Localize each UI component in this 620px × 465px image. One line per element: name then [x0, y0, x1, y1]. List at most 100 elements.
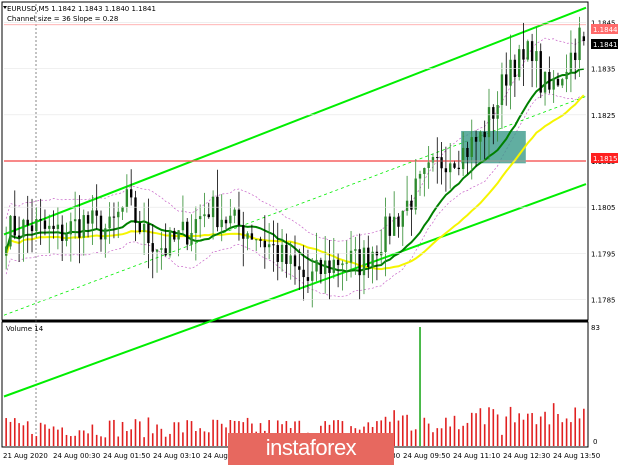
watermark-banner: instaforex — [228, 433, 394, 465]
candle-body — [315, 259, 318, 272]
top-price-tag — [591, 24, 618, 34]
price-tick-label: 1.1835 — [591, 66, 616, 74]
candle-body — [539, 51, 542, 93]
candle-body — [311, 271, 314, 281]
volume-bar — [423, 417, 426, 446]
candle-body — [203, 214, 206, 217]
candle-body — [160, 248, 163, 250]
volume-bar — [475, 413, 477, 446]
volume-bar — [453, 415, 456, 446]
candle-body — [263, 240, 267, 248]
candle-body — [147, 223, 150, 244]
candle-body — [440, 157, 443, 169]
volume-bar — [488, 407, 490, 446]
candle-body — [397, 216, 400, 227]
volume-bar — [583, 408, 585, 446]
candle-body — [500, 74, 504, 106]
candle-body — [418, 173, 422, 179]
volume-zero-label: 0 — [593, 438, 597, 446]
volume-bar — [74, 435, 76, 446]
volume-bar — [539, 416, 542, 446]
price-layer — [3, 6, 587, 398]
candle-body — [332, 259, 335, 273]
volume-bar — [26, 421, 29, 446]
candle-body — [272, 244, 275, 246]
volume-bar — [427, 423, 430, 446]
volume-bar — [445, 417, 447, 446]
volume-bar — [527, 413, 529, 446]
volume-bar — [518, 413, 520, 446]
candle-body — [117, 211, 120, 218]
candle-body — [505, 74, 508, 86]
candle-body — [461, 147, 465, 170]
candle-body — [39, 219, 42, 221]
candle-body — [73, 219, 77, 222]
collapse-arrow-icon[interactable] — [3, 6, 7, 9]
candle-body — [259, 239, 262, 241]
candle-body — [289, 255, 292, 264]
candle-body — [556, 79, 560, 86]
time-tick-label: 24 Aug 00:30 — [53, 452, 100, 460]
candle-body — [470, 137, 473, 157]
volume-bar — [207, 432, 210, 446]
volume-bar — [173, 422, 176, 446]
volume-bar — [548, 424, 551, 446]
volume-bar — [514, 422, 516, 446]
volume-bar — [483, 424, 486, 446]
volume-bar — [147, 417, 150, 446]
candle-body — [431, 157, 435, 163]
candle-body — [522, 49, 525, 60]
candle-body — [479, 131, 482, 142]
candle-body — [190, 232, 193, 245]
volume-bar — [35, 436, 38, 446]
candle-body — [69, 221, 73, 235]
volume-bar — [496, 414, 499, 446]
volume-bar — [87, 433, 89, 446]
candle-body — [138, 222, 141, 233]
candle-body — [341, 263, 344, 266]
volume-bar — [18, 423, 20, 446]
candle-body — [582, 36, 586, 41]
candle-body — [444, 168, 448, 173]
candle-body — [237, 209, 241, 226]
time-tick-label: 24 Aug 03:10 — [153, 452, 200, 460]
candle-body — [401, 210, 404, 227]
volume-bar — [143, 437, 145, 446]
candle-body — [487, 107, 491, 138]
volume-bar — [139, 421, 141, 446]
candle-body — [543, 71, 547, 93]
candle-body — [569, 52, 573, 72]
volume-bar — [61, 427, 63, 446]
candle-body — [423, 168, 426, 174]
volume-bar — [57, 429, 59, 446]
time-tick-label: 24 Aug 12:30 — [503, 452, 550, 460]
volume-bar — [82, 430, 85, 446]
candle-body — [449, 163, 452, 173]
candle-body — [56, 224, 60, 229]
volume-bar — [216, 419, 219, 446]
candle-body — [548, 71, 551, 90]
candle-body — [194, 219, 198, 233]
candle-body — [526, 41, 529, 60]
volume-bar — [13, 418, 16, 446]
candle-body — [198, 216, 202, 220]
candle-body — [220, 219, 223, 228]
volume-bar — [535, 424, 538, 446]
volume-bar — [432, 432, 434, 446]
channel-lower-line — [3, 183, 587, 398]
volume-bar — [406, 414, 408, 446]
time-tick-label: 24 Aug 11:10 — [453, 452, 500, 460]
volume-bar — [565, 418, 568, 446]
candle-body — [414, 178, 417, 210]
candle-body — [91, 210, 94, 224]
volume-bar — [134, 419, 137, 446]
candle-body — [362, 247, 366, 276]
volume-bar — [544, 411, 546, 446]
candle-body — [349, 250, 353, 263]
volume-title: Volume 14 — [6, 325, 44, 333]
candle-body — [565, 71, 568, 80]
candle-body — [246, 233, 249, 239]
volume-bar — [5, 418, 7, 446]
volume-bar — [91, 424, 94, 446]
volume-bar — [130, 429, 132, 446]
